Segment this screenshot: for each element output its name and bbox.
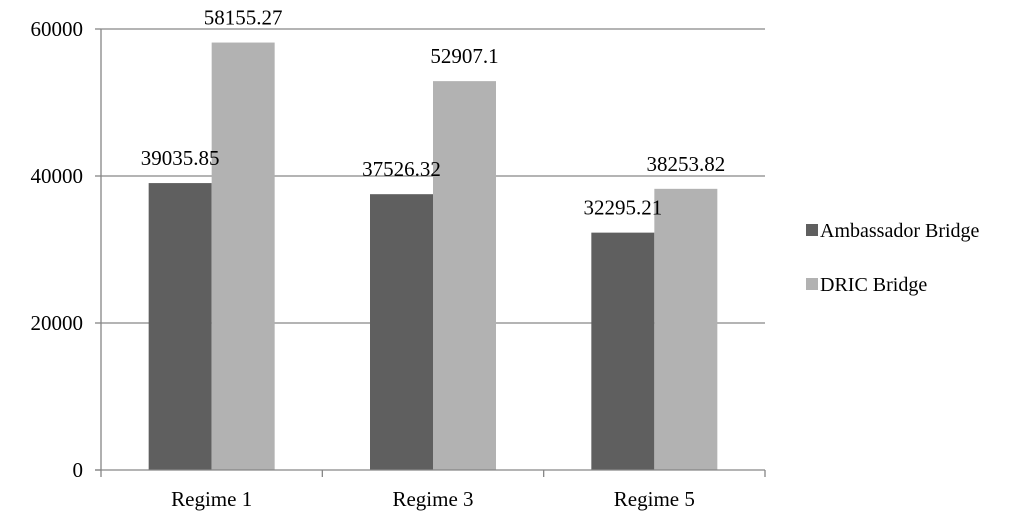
legend-label-dric-bridge: DRIC Bridge	[820, 274, 927, 296]
x-tick-label-regime-3: Regime 3	[392, 487, 473, 511]
data-labels: 39035.85 58155.27 37526.32 52907.1 32295.21 3…	[141, 6, 725, 220]
legend-swatch-ambassador-bridge	[806, 224, 818, 236]
bar-ambassador-bridge-regime-1	[148, 183, 212, 471]
y-tick-label: 20000	[31, 311, 84, 335]
bar-dric-bridge-regime-1	[211, 42, 275, 470]
data-label-ambassador-bridge-regime-5: 32295.21	[583, 196, 662, 220]
data-label-dric-bridge-regime-3: 52907.1	[430, 44, 498, 68]
x-tick-label-regime-1: Regime 1	[171, 487, 252, 511]
y-tick-label: 40000	[31, 164, 84, 188]
y-tick-label: 0	[73, 458, 84, 482]
bar-dric-bridge-regime-3	[433, 81, 496, 470]
legend-swatch-dric-bridge	[806, 278, 818, 290]
data-label-ambassador-bridge-regime-3: 37526.32	[362, 157, 441, 181]
y-tick-label: 60000	[31, 17, 84, 41]
bar-dric-bridge-regime-5	[654, 188, 718, 471]
x-tick-label-regime-5: Regime 5	[614, 487, 695, 511]
bar-ambassador-bridge-regime-5	[591, 232, 655, 470]
bars	[148, 42, 718, 471]
data-label-ambassador-bridge-regime-1: 39035.85	[141, 146, 220, 170]
data-label-dric-bridge-regime-5: 38253.82	[646, 152, 725, 176]
legend: Ambassador Bridge DRIC Bridge	[806, 220, 980, 296]
bar-ambassador-bridge-regime-3	[370, 194, 433, 470]
data-label-dric-bridge-regime-1: 58155.27	[204, 6, 283, 30]
axes: 0 20000 40000 60000 Regime 1 Regime 3 Regime 5	[31, 17, 766, 511]
legend-label-ambassador-bridge: Ambassador Bridge	[820, 220, 980, 242]
